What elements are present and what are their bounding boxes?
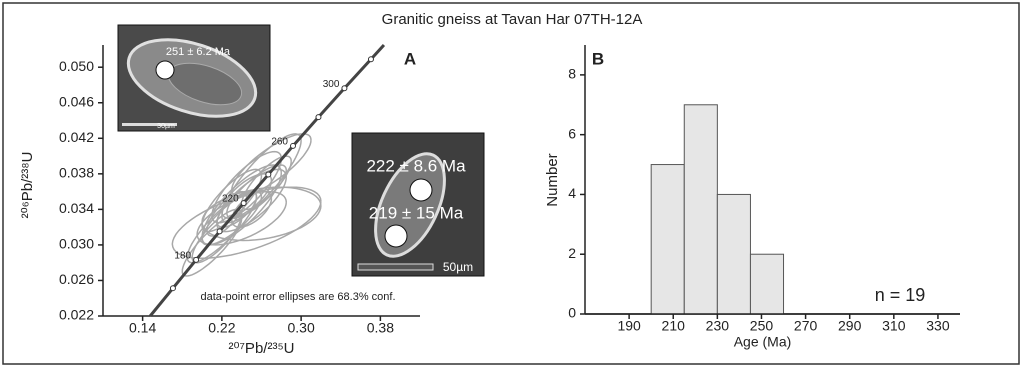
concordia-point (265, 171, 272, 178)
inset-image: 251 ± 6.2 Ma 30µm (117, 24, 271, 132)
concordia-point (315, 114, 322, 121)
concordia-point (193, 256, 200, 263)
y-tick-label: 2 (568, 245, 576, 261)
bar (650, 164, 685, 315)
spot (155, 60, 175, 80)
inset-image: 222 ± 8.6 Ma 219 ± 15 Ma 50µm (351, 132, 485, 277)
concordia-point (216, 228, 223, 235)
age-label: 260 (271, 137, 288, 148)
concordia-extension (369, 43, 386, 61)
error-ellipse (231, 190, 273, 228)
scale-label: 30µm (157, 123, 175, 130)
y-tick-label: 0.046 (59, 93, 94, 109)
concordia-point (290, 142, 297, 149)
error-ellipse (181, 213, 243, 277)
x-tick-label: 0.22 (208, 320, 235, 336)
concordia-point (367, 56, 374, 63)
x-tick-label: 210 (662, 318, 686, 334)
y-tick-label: 0.050 (59, 58, 94, 74)
x-tick-label: 230 (706, 318, 730, 334)
x-axis-label: Age (Ma) (734, 334, 792, 350)
scale-label: 50µm (443, 260, 473, 274)
age-label: 220 (222, 194, 239, 205)
x-axis-label: ²⁰⁷Pb/²³⁵U (229, 340, 295, 357)
x-tick-label: 310 (882, 318, 906, 334)
y-axis-label: Number (544, 153, 561, 206)
x-tick-label: 0.38 (367, 320, 394, 336)
annotation: n = 19 (875, 285, 926, 305)
spot (384, 224, 408, 248)
y-tick-label: 0.038 (59, 165, 94, 181)
concordia-extension (149, 287, 175, 317)
x-tick-label: 190 (617, 318, 641, 334)
scale-bar (122, 123, 177, 126)
panel-label: B (592, 49, 604, 68)
x-tick-label: 0.14 (129, 320, 156, 336)
concordia-point (169, 285, 176, 292)
x-tick-label: 330 (926, 318, 950, 334)
y-tick-label: 8 (568, 66, 576, 82)
x-tick-label: 0.30 (288, 320, 315, 336)
spot-age: 251 ± 6.2 Ma (166, 46, 231, 58)
y-tick-label: 0 (568, 305, 576, 321)
bar (749, 253, 785, 315)
spot-age: 222 ± 8.6 Ma (366, 156, 466, 175)
y-tick-label: 0.026 (59, 271, 94, 287)
x-tick-label: 290 (838, 318, 862, 334)
y-tick-label: 0.034 (59, 200, 94, 216)
bar (683, 104, 718, 315)
age-label: 180 (174, 250, 191, 261)
error-ellipse (201, 168, 263, 233)
y-tick-label: 4 (568, 185, 576, 201)
figure-title: Granitic gneiss at Tavan Har 07TH-12A (382, 11, 643, 28)
y-axis-label: ²⁰⁶Pb/²³⁸U (19, 152, 36, 219)
y-tick-label: 0.030 (59, 236, 94, 252)
concordia-point (341, 85, 348, 92)
y-tick-label: 0.022 (59, 307, 94, 323)
bar (716, 193, 751, 315)
annotation: data-point error ellipses are 68.3% conf… (200, 291, 395, 303)
x-tick-label: 250 (750, 318, 774, 334)
panel-label: A (404, 49, 416, 68)
y-tick-label: 6 (568, 125, 576, 141)
x-tick-label: 270 (794, 318, 818, 334)
error-ellipse (231, 133, 312, 197)
age-label: 300 (323, 79, 340, 90)
error-ellipse (191, 208, 243, 264)
concordia-point (240, 200, 247, 207)
y-tick-label: 0.042 (59, 129, 94, 145)
error-ellipse (211, 150, 283, 224)
spot (409, 178, 433, 202)
spot-age: 219 ± 15 Ma (369, 203, 464, 222)
scale-bar (357, 263, 434, 271)
